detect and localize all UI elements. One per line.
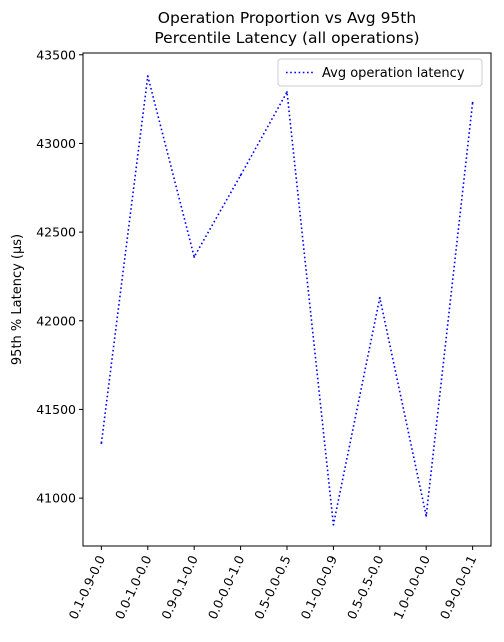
plot-frame: [82, 52, 492, 547]
series-line: [100, 75, 474, 525]
x-axis: 0.1-0.9-0.0 0.0-1.0-0.0 0.9-0.1-0.0 0.0-0.0…: [65, 546, 479, 622]
data-point: [332, 523, 335, 526]
plot-area: [82, 52, 492, 547]
x-tick-label: 0.5-0.5-0.0: [344, 553, 387, 622]
data-point: [286, 91, 288, 93]
x-tick-label: 1.0-0.0-0.0: [390, 553, 433, 622]
legend: Avg operation latency: [277, 58, 483, 87]
chart-title-line: Operation Proportion vs Avg 95th: [158, 9, 416, 27]
data-point: [378, 296, 381, 299]
data-point: [425, 514, 428, 517]
data-point: [100, 442, 103, 445]
y-tick-label: 43000: [36, 136, 76, 151]
legend-label: Avg operation latency: [322, 66, 465, 81]
x-tick-label: 0.9-0.0-0.1: [437, 553, 480, 622]
series-layer: [100, 75, 474, 526]
y-tick-label: 43500: [36, 47, 76, 62]
y-axis-label: 95th % Latency (µs): [10, 234, 25, 365]
x-tick-label: 0.1-0.9-0.0: [65, 553, 108, 622]
chart-title: Operation Proportion vs Avg 95th Percenti…: [154, 9, 419, 47]
y-tick-label: 42500: [36, 225, 76, 240]
data-point: [193, 256, 196, 258]
x-tick-label: 0.0-0.0-1.0: [205, 553, 248, 622]
x-tick-label: 0.0-1.0-0.0: [112, 553, 155, 622]
y-axis: 41000 41500 42000 42500 43000 43500: [36, 47, 83, 506]
y-tick-label: 42000: [36, 313, 76, 328]
data-point: [471, 101, 474, 104]
x-tick-label: 0.5-0.0-0.5: [251, 553, 294, 622]
data-point: [239, 174, 242, 177]
x-tick-label: 0.9-0.1-0.0: [158, 553, 201, 622]
y-tick-label: 41000: [36, 491, 76, 506]
legend-box: [277, 58, 483, 87]
y-tick-label: 41500: [36, 402, 76, 417]
chart-title-line: Percentile Latency (all operations): [154, 29, 419, 47]
data-point: [146, 75, 149, 77]
x-tick-label: 0.1-0.0-0.9: [298, 553, 341, 622]
